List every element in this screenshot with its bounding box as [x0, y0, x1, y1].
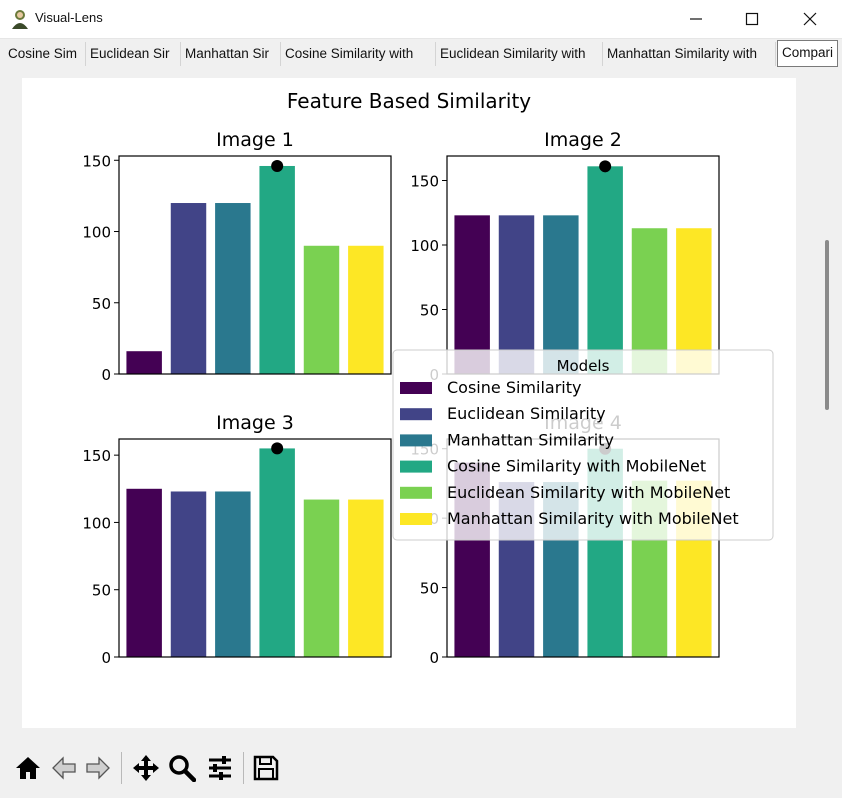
- pan-icon: [133, 755, 159, 781]
- y-tick-label: 50: [420, 302, 439, 320]
- minimize-button[interactable]: [668, 0, 724, 38]
- bar: [215, 203, 251, 374]
- max-marker: [271, 159, 284, 172]
- y-tick-label: 150: [82, 152, 111, 170]
- legend-entry: Manhattan Similarity with MobileNet: [447, 509, 739, 528]
- y-tick-label: 50: [92, 582, 111, 600]
- tab-euclidean-similarity[interactable]: Euclidean Sir: [86, 42, 181, 66]
- bar: [348, 499, 384, 657]
- y-tick-label: 150: [410, 173, 439, 191]
- tab-cosine-mobilenet[interactable]: Cosine Similarity with: [281, 42, 436, 66]
- y-tick-label: 0: [429, 649, 439, 667]
- tab-euclidean-mobilenet[interactable]: Euclidean Similarity with: [436, 42, 603, 66]
- bar: [587, 166, 623, 374]
- figure-title: Feature Based Similarity: [287, 89, 531, 113]
- zoom-button[interactable]: [166, 752, 198, 784]
- legend-entry: Euclidean Similarity: [447, 404, 606, 423]
- y-tick-label: 100: [410, 237, 439, 255]
- legend-swatch: [400, 460, 432, 473]
- bar: [170, 203, 207, 374]
- bar: [126, 351, 162, 374]
- legend-swatch: [400, 382, 432, 394]
- minimize-icon: [690, 18, 702, 20]
- max-marker: [599, 160, 612, 173]
- maximize-icon: [745, 12, 759, 26]
- bar: [348, 245, 384, 374]
- toolbar-separator: [243, 752, 244, 784]
- pan-button[interactable]: [130, 752, 162, 784]
- vertical-scrollbar[interactable]: [816, 70, 842, 798]
- tab-manhattan-mobilenet[interactable]: Manhattan Similarity with: [603, 42, 776, 66]
- forward-icon: [86, 756, 110, 780]
- figure: Feature Based Similarity Image 1 0 50 100 150…: [22, 78, 796, 728]
- title-bar: Visual-Lens: [0, 0, 842, 39]
- scrollbar-thumb[interactable]: [825, 240, 829, 410]
- maximize-button[interactable]: [724, 0, 780, 38]
- y-tick-label: 150: [82, 447, 111, 465]
- legend-entry: Cosine Similarity with MobileNet: [447, 457, 706, 476]
- app-icon: [12, 10, 28, 29]
- back-button[interactable]: [48, 752, 80, 784]
- legend-box: [392, 349, 774, 541]
- legend-entry: Euclidean Similarity with MobileNet: [447, 483, 730, 502]
- bar: [126, 488, 162, 657]
- bar: [215, 491, 251, 657]
- zoom-icon: [169, 755, 196, 782]
- navigation-toolbar: [0, 742, 816, 798]
- bar: [303, 499, 340, 657]
- bar: [303, 245, 340, 374]
- legend-entry: Manhattan Similarity: [447, 430, 614, 449]
- bar: [259, 165, 295, 374]
- bar: [259, 448, 295, 657]
- legend-swatch: [400, 486, 432, 499]
- chart: Feature Based Similarity Image 1 0 50 100 150…: [82, 89, 774, 667]
- window-title: Visual-Lens: [35, 10, 103, 25]
- axes-frame: [118, 438, 392, 658]
- configure-subplots-icon: [209, 756, 231, 780]
- bar: [170, 491, 207, 657]
- configure-subplots-button[interactable]: [204, 752, 236, 784]
- y-tick-label: 0: [101, 649, 111, 667]
- subplot-title: Image 2: [544, 129, 622, 151]
- y-tick-label: 100: [82, 224, 111, 242]
- tab-cosine-similarity[interactable]: Cosine Sim: [4, 42, 86, 66]
- legend-entry: Cosine Similarity: [447, 378, 581, 397]
- legend-title: Models: [557, 357, 610, 375]
- tab-manhattan-similarity[interactable]: Manhattan Sir: [181, 42, 281, 66]
- y-tick-label: 0: [101, 366, 111, 384]
- home-button[interactable]: [12, 752, 44, 784]
- save-button[interactable]: [250, 752, 282, 784]
- subplot-title: Image 3: [216, 412, 294, 434]
- y-tick-label: 100: [82, 514, 111, 532]
- close-button[interactable]: [782, 0, 838, 38]
- y-tick-label: 50: [92, 295, 111, 313]
- back-icon: [52, 756, 76, 780]
- bar: [498, 215, 535, 374]
- close-icon: [803, 12, 817, 26]
- toolbar-separator: [121, 752, 122, 784]
- bar: [543, 215, 579, 374]
- legend-swatch: [400, 513, 432, 525]
- forward-button[interactable]: [82, 752, 114, 784]
- tab-bar: Cosine Sim Euclidean Sir Manhattan Sir C…: [0, 39, 842, 70]
- subplot-title: Image 1: [216, 129, 294, 151]
- tab-comparison[interactable]: Compari: [777, 40, 838, 67]
- save-icon: [253, 755, 279, 781]
- max-marker: [271, 442, 284, 455]
- bar: [454, 215, 490, 374]
- axes-frame: [118, 155, 392, 375]
- y-tick-label: 50: [420, 580, 439, 598]
- legend-swatch: [400, 408, 432, 421]
- legend-swatch: [400, 434, 432, 447]
- home-icon: [16, 757, 40, 779]
